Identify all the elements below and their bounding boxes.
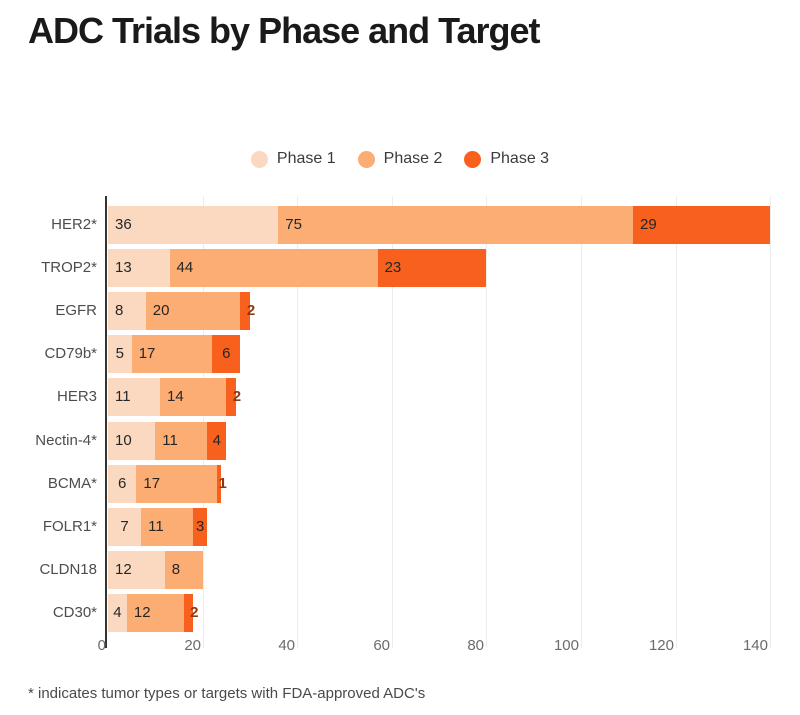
bar-segment-phase-3 [377, 249, 487, 287]
value-label: 12 [133, 604, 151, 621]
bar-segment-phase-2 [155, 422, 208, 460]
bar-segment-phase-1 [108, 465, 137, 503]
bar-segment-phase-3 [226, 378, 236, 416]
value-label: 6 [118, 475, 127, 492]
category-label: CLDN18 [39, 561, 97, 578]
bar-segment-phase-3 [207, 422, 227, 460]
bar-segment-phase-2 [160, 378, 227, 416]
x-tick-label: 20 [184, 637, 201, 654]
category-label: HER3 [56, 388, 97, 405]
bar-segment-phase-3 [240, 292, 250, 330]
bar-segment-phase-1 [108, 206, 279, 244]
value-label: 75 [285, 216, 302, 233]
value-label: 5 [115, 345, 125, 362]
bar-segment-phase-2 [164, 551, 203, 589]
value-label: 44 [176, 259, 194, 276]
value-label: 1 [218, 475, 227, 492]
x-tick-label: 80 [467, 637, 484, 654]
value-label: 11 [115, 388, 131, 405]
value-label: 23 [384, 259, 402, 276]
category-label: HER2* [51, 216, 97, 233]
value-label: 11 [162, 432, 178, 449]
bar-segment-phase-2 [278, 206, 634, 244]
value-label: 8 [171, 561, 181, 578]
legend-item-phase-3: Phase 3 [464, 150, 549, 168]
gridline [770, 196, 771, 648]
value-label: 36 [115, 216, 132, 233]
legend-label: Phase 3 [490, 150, 550, 167]
category-label: EGFR [55, 302, 97, 319]
value-label: 4 [212, 432, 221, 449]
value-label: 8 [115, 302, 124, 319]
x-tick-label: 40 [278, 637, 295, 654]
x-tick-label: 120 [648, 637, 674, 654]
category-label: CD79b* [44, 345, 97, 362]
value-label: 3 [196, 518, 205, 535]
gridline [392, 196, 393, 648]
footnote: * indicates tumor types or targets with … [28, 685, 426, 702]
bar-segment-phase-2 [141, 508, 194, 546]
category-label: FOLR1* [42, 518, 97, 535]
category-label: Nectin-4* [35, 432, 97, 449]
category-label: TROP2* [41, 259, 97, 276]
gridline [486, 196, 487, 648]
bar-segment-phase-2 [145, 292, 241, 330]
legend-swatch-icon [250, 150, 268, 168]
value-label: 2 [232, 388, 242, 405]
value-label: 2 [246, 302, 256, 319]
bar-segment-phase-2 [126, 594, 184, 632]
value-label: 12 [115, 561, 132, 578]
bar-segment-phase-3 [212, 335, 241, 373]
legend-swatch-icon [357, 150, 375, 168]
legend-swatch-icon [464, 150, 482, 168]
category-label: CD30* [52, 604, 97, 621]
x-tick-label: 60 [373, 637, 390, 654]
legend-label: Phase 2 [383, 150, 443, 167]
value-label: 17 [138, 345, 156, 362]
bar-segment-phase-1 [108, 594, 127, 632]
bar-segment-phase-1 [108, 551, 165, 589]
value-label: 17 [143, 475, 161, 492]
value-label: 2 [190, 604, 199, 621]
gridline [581, 196, 582, 648]
value-label: 7 [120, 518, 129, 535]
value-label: 10 [115, 432, 132, 449]
bar-segment-phase-3 [633, 206, 771, 244]
bar-segment-phase-2 [131, 335, 213, 373]
bar-segment-phase-2 [136, 465, 217, 503]
bar-segment-phase-3 [216, 465, 222, 503]
value-label: 4 [113, 604, 122, 621]
value-label: 6 [222, 345, 231, 362]
bar-segment-phase-1 [108, 378, 160, 416]
x-tick-label: 0 [97, 637, 106, 654]
chart-title: ADC Trials by Phase and Target [28, 10, 540, 51]
value-label: 14 [167, 388, 184, 405]
bar-segment-phase-3 [183, 594, 194, 632]
value-label: 20 [152, 302, 170, 319]
bar-segment-phase-3 [193, 508, 208, 546]
value-label: 13 [115, 259, 132, 276]
bar-segment-phase-1 [108, 508, 142, 546]
bar-segment-phase-1 [108, 292, 146, 330]
gridline [676, 196, 677, 648]
legend-label: Phase 1 [276, 150, 336, 167]
bar-segment-phase-1 [108, 422, 156, 460]
category-label: BCMA* [47, 475, 97, 492]
x-tick-label: 100 [553, 637, 579, 654]
bar-segment-phase-2 [169, 249, 378, 287]
legend-item-phase-1: Phase 1 [250, 150, 336, 168]
x-tick-label: 140 [742, 637, 768, 654]
bar-segment-phase-1 [108, 335, 132, 373]
gridline [297, 196, 298, 648]
y-axis-line [105, 196, 107, 648]
legend-item-phase-2: Phase 2 [357, 150, 443, 168]
plot-area: HER2* 36 75 29 TROP2* 13 44 23 EGFR 8 20 2 CD79b* 5 17… [35, 196, 771, 654]
value-label: 11 [148, 518, 164, 535]
value-label: 29 [640, 216, 657, 233]
bar-segment-phase-1 [108, 249, 170, 287]
legend: Phase 1 Phase 2 Phase 3 [0, 150, 800, 168]
